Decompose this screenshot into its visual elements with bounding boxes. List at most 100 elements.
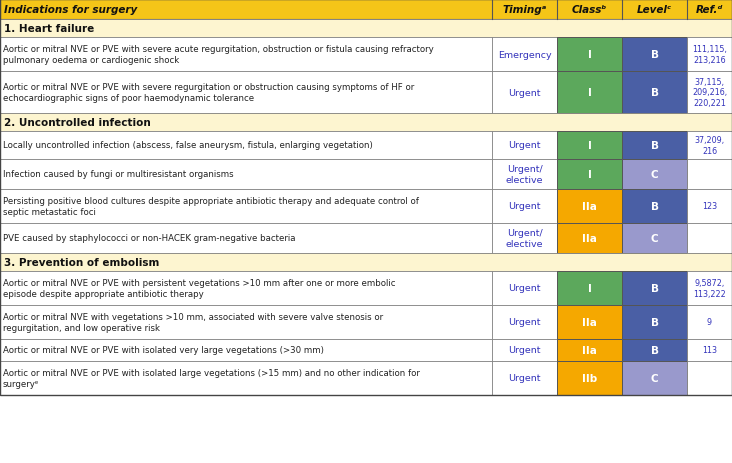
Bar [492,160,557,189]
Bar [557,160,622,189]
Text: 123: 123 [702,202,717,211]
Text: Urgent: Urgent [508,284,541,293]
Text: Urgent/
elective: Urgent/ elective [506,165,543,184]
Bar [687,38,732,72]
Bar [622,339,687,361]
Bar [557,189,622,224]
Text: Locally uncontrolled infection (abscess, false aneurysm, fistula, enlarging vege: Locally uncontrolled infection (abscess,… [3,141,373,150]
Bar [622,305,687,339]
Text: Timingᵃ: Timingᵃ [502,5,547,15]
Text: B: B [651,88,659,98]
Bar [557,305,622,339]
Text: PVE caused by staphylococci or non-HACEK gram-negative bacteria: PVE caused by staphylococci or non-HACEK… [3,234,296,243]
Text: I: I [588,283,591,294]
Bar [687,160,732,189]
Text: IIb: IIb [582,373,597,383]
Bar [687,131,732,160]
Text: IIa: IIa [582,201,597,212]
Text: Urgent: Urgent [508,374,541,383]
Text: B: B [651,317,659,327]
Text: Urgent: Urgent [508,318,541,327]
Bar [687,339,732,361]
Bar [0,72,492,114]
Bar [622,72,687,114]
Text: I: I [588,141,591,150]
Text: Classᵇ: Classᵇ [572,5,607,15]
Text: Aortic or mitral NVE with vegetations >10 mm, associated with severe valve steno: Aortic or mitral NVE with vegetations >1… [3,313,383,332]
Text: IIa: IIa [582,317,597,327]
Bar [0,0,732,395]
Text: I: I [588,88,591,98]
Bar [687,361,732,395]
Text: 2. Uncontrolled infection: 2. Uncontrolled infection [4,118,151,128]
Text: Urgent: Urgent [508,346,541,355]
Text: Infection caused by fungi or multiresistant organisms: Infection caused by fungi or multiresist… [3,170,234,179]
Text: IIa: IIa [582,233,597,244]
Text: 3. Prevention of embolism: 3. Prevention of embolism [4,257,160,268]
Bar [687,271,732,305]
Bar [557,38,622,72]
Text: Ref.ᵈ: Ref.ᵈ [696,5,723,15]
Bar [492,38,557,72]
Bar [0,160,492,189]
Bar [622,38,687,72]
Bar [687,305,732,339]
Text: Urgent/
elective: Urgent/ elective [506,229,543,248]
Text: B: B [651,345,659,355]
Bar [492,189,557,224]
Text: I: I [588,50,591,60]
Bar [0,224,492,253]
Text: Urgent: Urgent [508,202,541,211]
Bar [557,72,622,114]
Text: Aortic or mitral NVE or PVE with isolated large vegetations (>15 mm) and no othe: Aortic or mitral NVE or PVE with isolate… [3,369,420,388]
Text: I: I [588,169,591,180]
Bar [0,253,732,271]
Text: 1. Heart failure: 1. Heart failure [4,24,94,34]
Bar [0,131,492,160]
Text: IIa: IIa [582,345,597,355]
Bar [557,271,622,305]
Bar [622,131,687,160]
Text: Aortic or mitral NVE or PVE with isolated very large vegetations (>30 mm): Aortic or mitral NVE or PVE with isolate… [3,346,324,355]
Text: B: B [651,50,659,60]
Bar [557,339,622,361]
Text: Urgent: Urgent [508,88,541,97]
Bar [557,224,622,253]
Text: B: B [651,283,659,294]
Text: 113: 113 [702,346,717,355]
Bar [622,224,687,253]
Text: Aortic or mitral NVE or PVE with severe regurgitation or obstruction causing sym: Aortic or mitral NVE or PVE with severe … [3,83,414,103]
Text: C: C [651,169,658,180]
Text: Aortic or mitral NVE or PVE with persistent vegetations >10 mm after one or more: Aortic or mitral NVE or PVE with persist… [3,279,395,298]
Text: C: C [651,233,658,244]
Bar [557,131,622,160]
Text: Aortic or mitral NVE or PVE with severe acute regurgitation, obstruction or fist: Aortic or mitral NVE or PVE with severe … [3,45,434,65]
Bar [0,361,492,395]
Text: 9,5872,
113,222: 9,5872, 113,222 [693,279,726,298]
Bar [0,20,732,38]
Bar [622,361,687,395]
Text: Levelᶜ: Levelᶜ [637,5,672,15]
Bar [0,38,492,72]
Bar [687,72,732,114]
Text: Persisting positive blood cultures despite appropriate antibiotic therapy and ad: Persisting positive blood cultures despi… [3,197,419,216]
Bar [492,271,557,305]
Bar [557,361,622,395]
Bar [492,305,557,339]
Text: Indications for surgery: Indications for surgery [4,5,138,15]
Bar [0,0,732,20]
Bar [0,189,492,224]
Bar [492,224,557,253]
Bar [622,271,687,305]
Bar [0,114,732,131]
Bar [687,224,732,253]
Bar [622,160,687,189]
Bar [492,361,557,395]
Text: B: B [651,141,659,150]
Bar [492,131,557,160]
Text: Urgent: Urgent [508,141,541,150]
Bar [492,72,557,114]
Bar [0,339,492,361]
Text: Emergency: Emergency [498,50,551,59]
Bar [687,189,732,224]
